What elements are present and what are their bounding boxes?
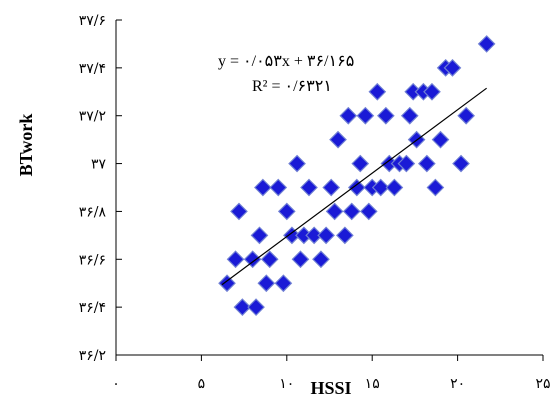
data-point <box>443 59 462 77</box>
data-point <box>233 298 252 316</box>
x-tick-label: ۱۵ <box>365 376 380 392</box>
data-point <box>351 154 370 173</box>
data-point <box>356 106 375 125</box>
data-point <box>329 130 347 149</box>
data-point <box>426 178 445 197</box>
data-point <box>325 202 344 221</box>
y-axis-title: BTwork <box>16 114 36 177</box>
r-squared-label: R² = ۰/۶۳۲۱ <box>252 78 332 95</box>
y-tick-label: ۳۷/۲ <box>79 109 106 125</box>
y-tick-label: ۳۶/۸ <box>79 204 107 220</box>
data-point <box>336 226 354 245</box>
data-point <box>305 226 323 245</box>
data-point <box>359 202 378 221</box>
trendline <box>221 87 487 286</box>
data-point <box>250 226 269 245</box>
data-point <box>291 250 310 269</box>
y-tick-label: ۳۶/۶ <box>79 252 106 268</box>
x-tick-label: ۲۵ <box>535 376 550 392</box>
data-point <box>371 178 390 197</box>
data-point <box>230 202 248 221</box>
data-point <box>418 154 436 173</box>
data-point <box>247 298 265 316</box>
data-point <box>317 226 335 245</box>
x-tick-label: ۰ <box>112 376 120 392</box>
data-point <box>452 154 470 173</box>
data-point <box>277 202 296 221</box>
x-axis-title: HSSI <box>310 378 351 398</box>
data-point <box>368 82 387 101</box>
data-point <box>431 130 450 149</box>
data-point <box>312 250 330 269</box>
data-point <box>423 82 441 101</box>
data-point <box>377 106 395 125</box>
data-point <box>397 154 416 173</box>
data-point <box>300 178 318 197</box>
y-tick-label: ۳۶/۴ <box>79 300 106 316</box>
data-point <box>283 226 301 245</box>
x-tick-label: ۲۰ <box>450 376 465 392</box>
x-tick-label: ۱۰ <box>279 376 294 392</box>
trendline-equation: y = ۰/۰۵۳x + ۳۶/۱۶۵ <box>218 53 354 70</box>
data-point <box>243 250 262 269</box>
data-point <box>257 274 276 293</box>
y-tick-label: ۳۷/۶ <box>79 13 106 29</box>
plot-area: ۳۶/۲ ۳۶/۴ ۳۶/۶ ۳۶/۸ ۳۷ ۳۷/۲ ۳۷/۴ ۳۷/۶ ۰ ۵ ۱۰ ۱۵ ۲۰ ۲۵ <box>79 13 551 392</box>
data-point <box>342 202 361 221</box>
data-point <box>457 106 475 125</box>
data-point <box>322 178 341 197</box>
data-point <box>260 250 279 269</box>
y-tick-label: ۳۷/۴ <box>79 61 106 77</box>
data-point <box>400 106 419 125</box>
data-point <box>269 178 288 197</box>
data-point <box>254 178 272 197</box>
data-point <box>288 154 306 173</box>
data-point <box>226 250 245 269</box>
x-tick-label: ۵ <box>198 376 206 392</box>
y-tick-label: ۳۶/۲ <box>79 348 106 364</box>
data-point <box>347 178 366 197</box>
data-point <box>274 274 293 293</box>
data-point <box>218 274 236 293</box>
data-point <box>339 106 358 125</box>
data-point <box>477 35 496 53</box>
data-point <box>385 178 404 197</box>
y-tick-label: ۳۷ <box>91 157 107 173</box>
